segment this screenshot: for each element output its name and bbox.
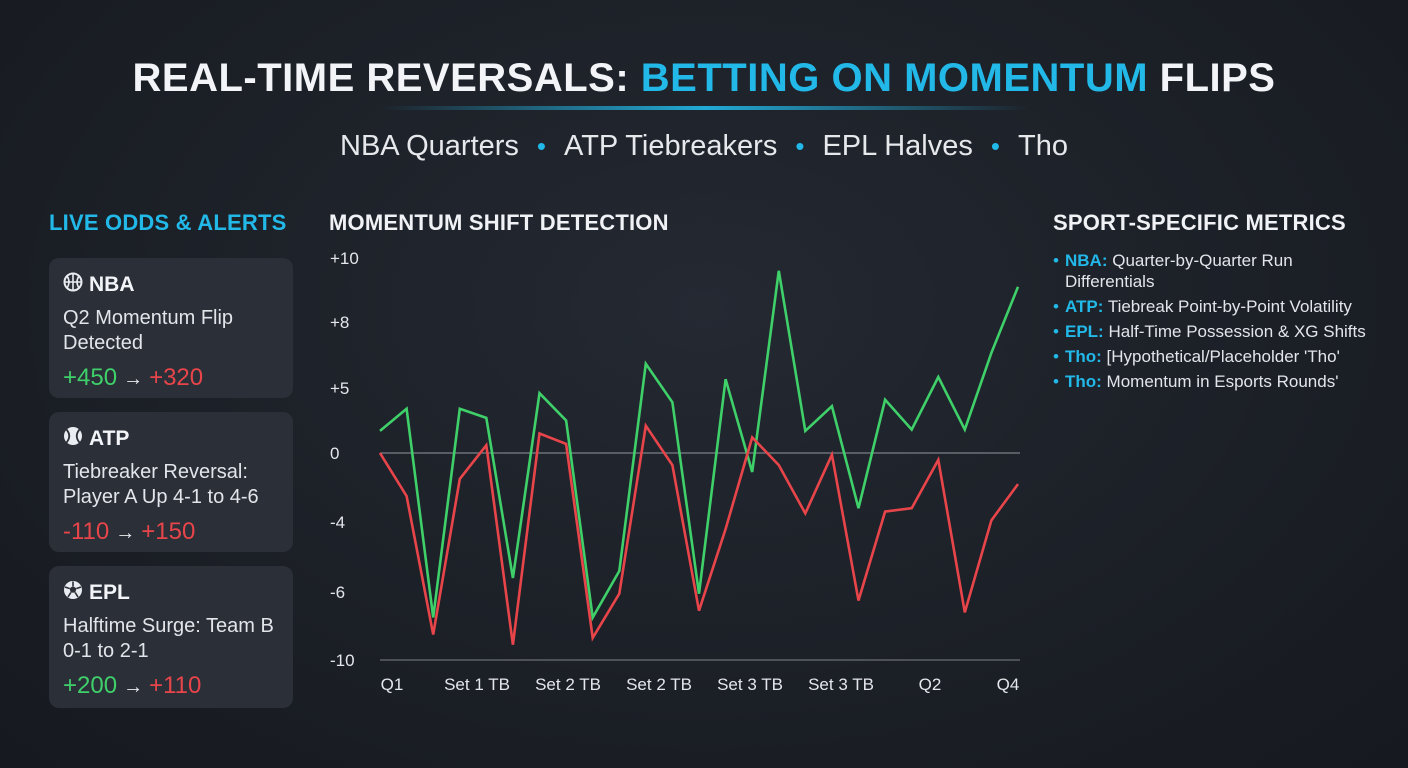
bullet-dot-icon: • [990,131,1000,161]
metric-key: ATP: [1065,297,1104,316]
odds-from: -110 [63,518,110,545]
metric-text: Quarter-by-Quarter Run Differentials [1065,251,1293,291]
soccer-ball-icon [63,580,83,606]
arrow-right-icon: → [123,676,144,698]
x-tick-label: Set 3 TB [808,675,874,694]
x-tick-label: Set 1 TB [444,675,510,694]
title-part2: FLIPS [1148,56,1276,100]
x-tick-label: Set 3 TB [717,675,783,694]
y-tick-label: -10 [330,651,355,670]
odds-to: +110 [149,672,202,699]
title-underline-glow [380,106,1030,110]
x-tick-label: Set 2 TB [535,675,601,694]
card-sport-label: EPL [89,581,130,604]
bullet-dot-icon: • [1053,297,1059,316]
card-sport-label: ATP [89,427,130,450]
y-tick-label: 0 [330,444,339,463]
y-tick-label: +8 [330,313,349,332]
basketball-icon [63,272,83,298]
metric-key: EPL: [1065,322,1104,341]
alert-card-nba[interactable]: NBA Q2 Momentum Flip Detected +450 → +320 [49,258,293,398]
card-sport-row: EPL [63,580,279,606]
card-sport-row: ATP [63,426,279,452]
metric-text: [Hypothetical/Placeholder 'Tho' [1101,347,1340,366]
alert-card-atp[interactable]: ATP Tiebreaker Reversal: Player A Up 4-1… [49,412,293,552]
metrics-heading: SPORT-SPECIFIC METRICS [1053,210,1346,235]
arrow-right-icon: → [123,368,144,390]
title-part1: REAL-TIME REVERSALS: [132,56,641,100]
tennis-ball-icon [63,426,83,452]
bullet-dot-icon: • [1053,251,1059,270]
alert-card-epl[interactable]: EPL Halftime Surge: Team B 0-1 to 2-1 +2… [49,566,293,708]
card-description: Q2 Momentum Flip Detected [63,307,234,354]
odds-to: +150 [141,518,196,545]
series-line-red [378,422,1020,645]
card-odds: +200 → +110 [63,672,279,700]
metrics-list: • NBA: Quarter-by-Quarter Run Differentia… [1053,250,1383,396]
arrow-right-icon: → [115,522,136,544]
metric-item: • EPL: Half-Time Possession & XG Shifts [1053,321,1383,342]
chart-heading: MOMENTUM SHIFT DETECTION [329,210,669,235]
metric-key: Tho: [1065,372,1102,391]
subtitle: NBA Quarters • ATP Tiebreakers • EPL Halves •… [0,130,1408,163]
bullet-dot-icon: • [795,131,805,161]
metric-text: Tiebreak Point-by-Point Volatility [1103,297,1352,316]
card-odds: +450 → +320 [63,364,279,392]
momentum-chart: +10 +8 +5 0 -4 -6 -10 Q1 Set 1 TB Set 2 TB Set 2 T… [330,249,1020,694]
metric-key: NBA: [1065,251,1108,270]
subtitle-item-atp: ATP Tiebreakers [564,130,778,162]
card-description: Tiebreaker Reversal: Player A Up 4-1 to … [63,461,259,508]
title-accent: BETTING ON MOMENTUM [640,56,1149,100]
y-tick-label: +10 [330,249,359,268]
x-tick-label: Q4 [997,675,1020,694]
metric-text: Half-Time Possession & XG Shifts [1103,322,1366,341]
metric-item: • ATP: Tiebreak Point-by-Point Volatility [1053,296,1383,317]
metric-item: • NBA: Quarter-by-Quarter Run Differentia… [1053,250,1383,292]
y-tick-label: -6 [330,583,345,602]
y-tick-label: +5 [330,379,349,398]
metric-item: • Tho: [Hypothetical/Placeholder 'Tho' [1053,346,1383,367]
card-sport-row: NBA [63,272,279,298]
odds-from: +450 [63,364,118,391]
x-tick-label: Q2 [919,675,942,694]
y-tick-label: -4 [330,513,345,532]
subtitle-item-nba: NBA Quarters [340,130,519,162]
card-odds: -110 → +150 [63,518,279,546]
bullet-dot-icon: • [1053,372,1059,391]
x-tick-label: Set 2 TB [626,675,692,694]
subtitle-item-tho: Tho [1017,130,1068,162]
card-sport-label: NBA [89,273,135,296]
metric-item: • Tho: Momentum in Esports Rounds' [1053,371,1383,392]
live-odds-heading: LIVE ODDS & ALERTS [49,210,287,235]
series-line-green [379,270,1020,622]
x-tick-label: Q1 [381,675,404,694]
bullet-dot-icon: • [1053,347,1059,366]
metric-key: Tho: [1065,347,1102,366]
card-description: Halftime Surge: Team B 0-1 to 2-1 [63,615,274,662]
page-title: REAL-TIME REVERSALS: BETTING ON MOMENTUM… [0,56,1408,101]
odds-to: +320 [149,364,204,391]
bullet-dot-icon: • [1053,322,1059,341]
bullet-dot-icon: • [536,131,547,161]
metric-text: Momentum in Esports Rounds' [1101,372,1339,391]
subtitle-item-epl: EPL Halves [822,130,973,162]
odds-from: +200 [63,672,118,699]
